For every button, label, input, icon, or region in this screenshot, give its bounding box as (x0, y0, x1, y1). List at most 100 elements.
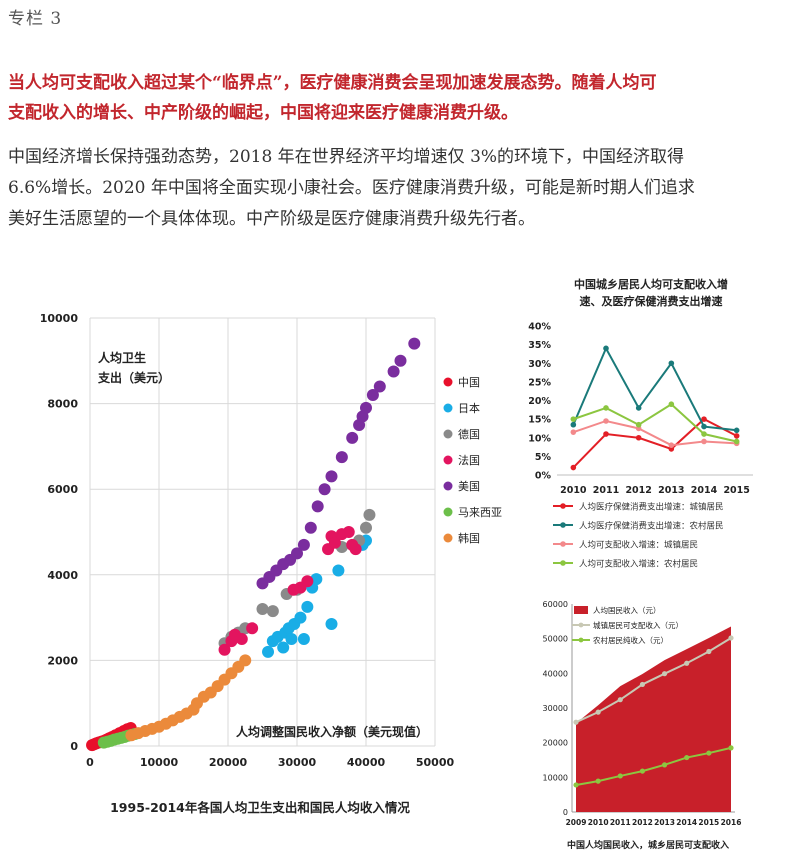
data-point (595, 778, 601, 784)
x-tick-label: 10000 (140, 756, 179, 769)
data-point (617, 773, 623, 779)
data-point (635, 421, 642, 428)
data-point (728, 635, 734, 641)
legend-label: 人均可支配收入增速：农村居民 (579, 559, 698, 570)
legend-label: 人均可支配收入增速：城镇居民 (579, 540, 698, 551)
data-point (595, 709, 601, 715)
y-tick-label: 0% (535, 471, 552, 482)
legend-swatch (574, 606, 588, 614)
x-tick-label: 2013 (658, 485, 684, 496)
data-point (603, 431, 609, 437)
data-point (570, 429, 577, 435)
data-point (218, 643, 231, 656)
y-tick-label: 0 (70, 740, 78, 753)
y-tick-label: 30% (528, 359, 551, 370)
legend-marker (443, 429, 453, 439)
data-point (706, 750, 712, 756)
x-tick-label: 2011 (610, 818, 631, 827)
body-paragraph: 中国经济增长保持强劲态势，2018 年在世界经济平均增速仅 3%的环境下，中国经… (8, 142, 794, 235)
x-tick-label: 2014 (691, 485, 718, 496)
legend-marker (560, 541, 566, 547)
data-point (733, 433, 740, 439)
highlight-paragraph: 当人均可支配收入超过某个“临界点”，医疗健康消费会呈现加速发展态势。随着人均可 … (8, 68, 794, 128)
data-point (301, 575, 314, 588)
series-line (575, 746, 732, 786)
y-tick-label: 2000 (47, 654, 78, 667)
x-tick-label: 2014 (676, 818, 697, 827)
x-tick-label: 50000 (416, 756, 455, 769)
data-point (661, 671, 668, 677)
data-point (668, 360, 675, 367)
legend-marker (443, 507, 453, 517)
x-tick-label: 2015 (723, 485, 749, 496)
x-tick-label: 2009 (566, 818, 587, 827)
data-point (635, 434, 642, 441)
legend-marker (443, 403, 453, 413)
data-point (318, 483, 331, 496)
y-tick-label: 0 (563, 808, 568, 817)
data-point (603, 405, 609, 411)
legend-label: 法国 (458, 453, 480, 467)
data-point (570, 464, 577, 471)
data-point (668, 442, 675, 448)
data-point (394, 354, 407, 367)
data-point (701, 423, 707, 430)
y-tick-label: 40000 (543, 669, 568, 678)
x-tick-label: 30000 (278, 756, 317, 769)
body-line: 美好生活愿望的一个具体体现。中产阶级是医疗健康消费升级先行者。 (8, 209, 535, 229)
y-tick-label: 40% (528, 322, 551, 333)
x-tick-label: 20000 (209, 756, 248, 769)
data-point (285, 633, 298, 645)
series-line (573, 402, 737, 443)
data-point (310, 573, 323, 586)
data-point (639, 681, 646, 688)
data-point (617, 697, 623, 703)
highlight-line: 当人均可支配收入超过某个“临界点”，医疗健康消费会呈现加速发展态势。随着人均可 (8, 73, 657, 93)
legend-marker (578, 637, 584, 643)
legend-label: 日本 (458, 401, 480, 415)
y-axis-label: 人均卫生支出（美元） (97, 350, 170, 385)
legend-marker (443, 455, 453, 465)
area-fill (576, 626, 731, 812)
chart-title: 1995-2014年各国人均卫生支出和国民人均收入情况 (110, 800, 410, 815)
data-point (684, 660, 690, 666)
data-point (328, 536, 341, 549)
data-point (342, 526, 355, 538)
legend-marker (578, 622, 584, 628)
data-point (335, 451, 348, 464)
data-point (311, 500, 324, 513)
legend-label: 城镇居民可支配收入（元） (593, 620, 683, 630)
y-tick-label: 8000 (47, 398, 78, 411)
y-tick-label: 6000 (47, 483, 78, 496)
x-tick-label: 2010 (560, 485, 587, 496)
data-point (360, 521, 372, 534)
x-tick-label: 2013 (654, 818, 675, 827)
data-point (239, 654, 252, 667)
data-point (701, 431, 707, 437)
legend-label: 中国 (458, 376, 480, 389)
data-point (684, 754, 690, 761)
x-tick-label: 2012 (632, 818, 653, 827)
y-tick-label: 35% (528, 340, 551, 351)
data-point (701, 416, 707, 422)
data-point (291, 547, 303, 560)
x-axis-label: 人均调整国民收入净额（美元现值） (236, 724, 428, 739)
legend-label: 美国 (458, 480, 480, 493)
data-point (661, 762, 668, 768)
data-point (301, 600, 314, 613)
health-spending-scatter-chart: 0 2000 4000 6000 8000 10000 0 10000 20000 30000 40… (40, 312, 502, 815)
data-point (325, 618, 338, 631)
y-tick-label: 20% (528, 396, 551, 407)
legend-marker (443, 481, 453, 491)
data-point (360, 401, 372, 414)
chart-title: 中国人均国民收入，城乡居民可支配收入 (567, 839, 729, 851)
legend-label: 德国 (458, 427, 480, 441)
legend-label: 韩国 (458, 531, 480, 545)
series-line (575, 637, 732, 724)
data-point (366, 389, 379, 402)
data-point (297, 633, 310, 645)
data-point (349, 543, 362, 556)
x-tick-label: 40000 (347, 756, 386, 769)
y-tick-label: 10% (528, 433, 551, 444)
legend-label: 人均医疗保健消费支出增速：农村居民 (579, 521, 724, 532)
